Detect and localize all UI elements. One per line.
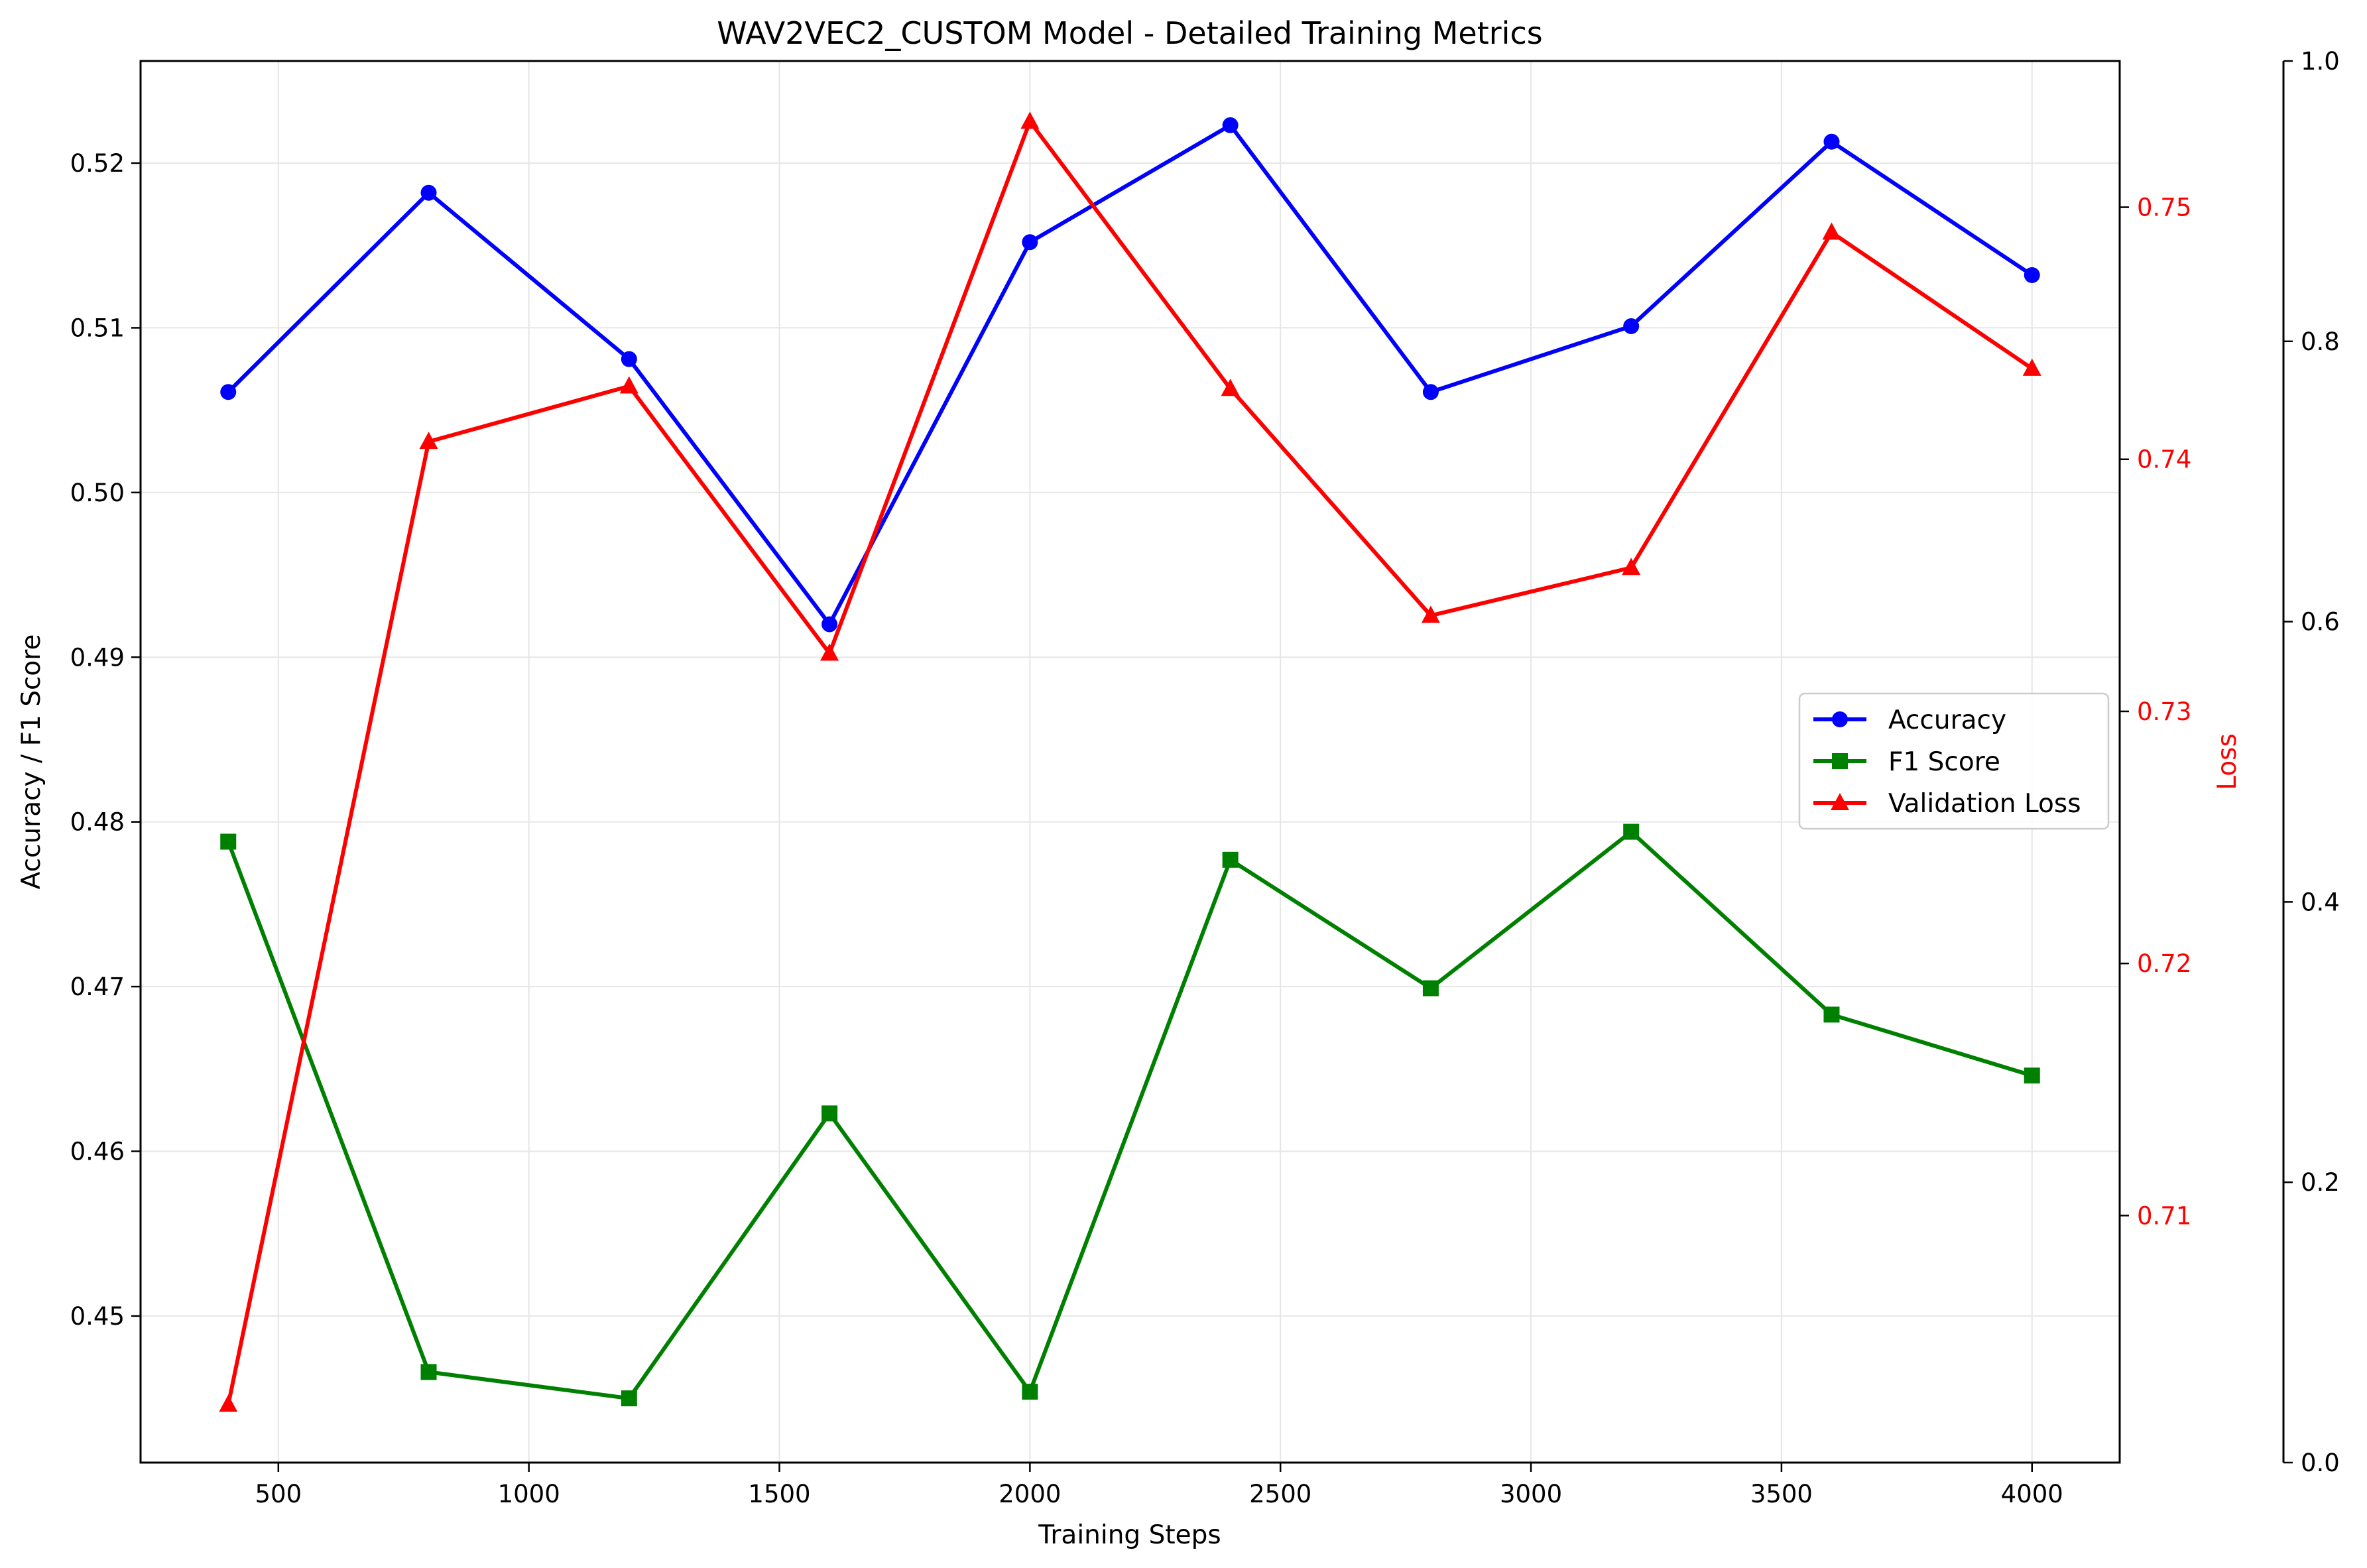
data-point (621, 351, 637, 367)
data-point (1421, 605, 1440, 623)
data-point (1823, 1006, 1840, 1023)
data-point (820, 643, 839, 661)
legend-marker (1831, 793, 1849, 810)
y-extra-tick-label: 0.8 (2301, 328, 2340, 356)
series-layer (219, 111, 2041, 1412)
data-point (419, 432, 438, 450)
legend-entry: F1 Score (1813, 747, 2000, 777)
y-extra-tick-label: 0.0 (2301, 1449, 2340, 1477)
data-point (619, 376, 638, 394)
grid (141, 61, 2120, 1463)
data-point (219, 1394, 238, 1412)
y-left-tick-label: 0.45 (70, 1302, 125, 1331)
y-left-tick-label: 0.51 (70, 314, 125, 342)
series-line (226, 119, 2033, 1406)
x-tick-label: 500 (255, 1480, 302, 1508)
chart-title: WAV2VEC2_CUSTOM Model - Detailed Trainin… (717, 15, 1542, 51)
x-tick-label: 2000 (999, 1480, 1061, 1508)
data-point (621, 1390, 637, 1407)
y-extra-tick-label: 0.6 (2301, 608, 2340, 636)
series-accuracy (220, 117, 2040, 633)
y-axis-right-label: Loss (2213, 733, 2242, 790)
y-right-tick-label: 0.75 (2137, 194, 2191, 222)
series-validation-loss (219, 111, 2041, 1412)
y-extra-tick-label: 0.4 (2301, 888, 2340, 916)
x-tick-label: 3500 (1750, 1480, 1813, 1508)
legend-marker (1832, 753, 1848, 769)
y-left-tick-label: 0.52 (70, 149, 125, 178)
data-point (420, 1364, 437, 1380)
legend-label: Validation Loss (1888, 789, 2081, 819)
x-tick-label: 1000 (498, 1480, 560, 1508)
legend-box (1798, 692, 2110, 830)
y-left-tick-label: 0.50 (70, 479, 125, 507)
data-point (1622, 558, 1641, 575)
data-point (1222, 851, 1239, 868)
plot-frame (139, 60, 2121, 1464)
data-point (1623, 318, 1640, 334)
series-f1-score (220, 823, 2040, 1407)
y-left-tick-label: 0.49 (70, 643, 125, 672)
y-axis-right: 0.71 0.72 0.73 0.74 0.75 (2120, 194, 2191, 1230)
x-tick-label: 1500 (748, 1480, 810, 1508)
data-point (1422, 980, 1439, 996)
data-point (1422, 384, 1439, 400)
legend-marker (1832, 711, 1848, 727)
data-point (420, 184, 437, 201)
y-extra-tick-label: 1.0 (2301, 47, 2340, 76)
data-point (821, 1105, 838, 1122)
y-axis-left: 0.45 0.46 0.47 0.48 0.49 0.50 0.51 0.52 (70, 149, 141, 1331)
y-right-tick-label: 0.71 (2137, 1201, 2191, 1230)
data-point (2024, 267, 2040, 283)
legend-label: Accuracy (1888, 705, 2006, 735)
x-axis-label: Training Steps (1038, 1520, 1221, 1550)
data-point (220, 833, 237, 850)
y-right-tick-label: 0.73 (2137, 697, 2191, 726)
data-point (1221, 379, 1240, 396)
data-point (1020, 111, 1040, 129)
legend-label: F1 Score (1888, 747, 2000, 777)
data-point (220, 384, 237, 400)
y-left-tick-label: 0.46 (70, 1137, 125, 1166)
data-point (821, 616, 838, 633)
data-point (1222, 117, 1239, 133)
data-point (1623, 823, 1640, 840)
x-tick-label: 2500 (1249, 1480, 1311, 1508)
y-left-tick-label: 0.48 (70, 808, 125, 837)
data-point (1822, 222, 1841, 240)
series-line (226, 829, 2033, 1401)
y-axis-extra: 0.0 0.2 0.4 0.6 0.8 1.0 (2282, 47, 2340, 1477)
series-line (227, 123, 2033, 627)
legend: Accuracy F1 Score Validation Loss (1798, 692, 2110, 830)
y-extra-tick-label: 0.2 (2301, 1168, 2340, 1197)
y-axis-left-label: Accuracy / F1 Score (17, 634, 46, 890)
data-point (1022, 1384, 1038, 1400)
data-point (1022, 234, 1038, 251)
data-point (1823, 133, 1840, 150)
legend-entry: Accuracy (1813, 705, 2006, 735)
x-tick-label: 3000 (1500, 1480, 1562, 1508)
y-right-tick-label: 0.74 (2137, 446, 2191, 474)
data-point (2024, 1067, 2040, 1084)
x-tick-label: 4000 (2001, 1480, 2063, 1508)
data-point (2022, 358, 2041, 376)
y-right-tick-label: 0.72 (2137, 949, 2191, 978)
y-left-tick-label: 0.47 (70, 973, 125, 1001)
x-axis: 500 1000 1500 2000 2500 3000 3500 4000 (255, 1463, 2063, 1508)
legend-entry: Validation Loss (1813, 789, 2081, 819)
